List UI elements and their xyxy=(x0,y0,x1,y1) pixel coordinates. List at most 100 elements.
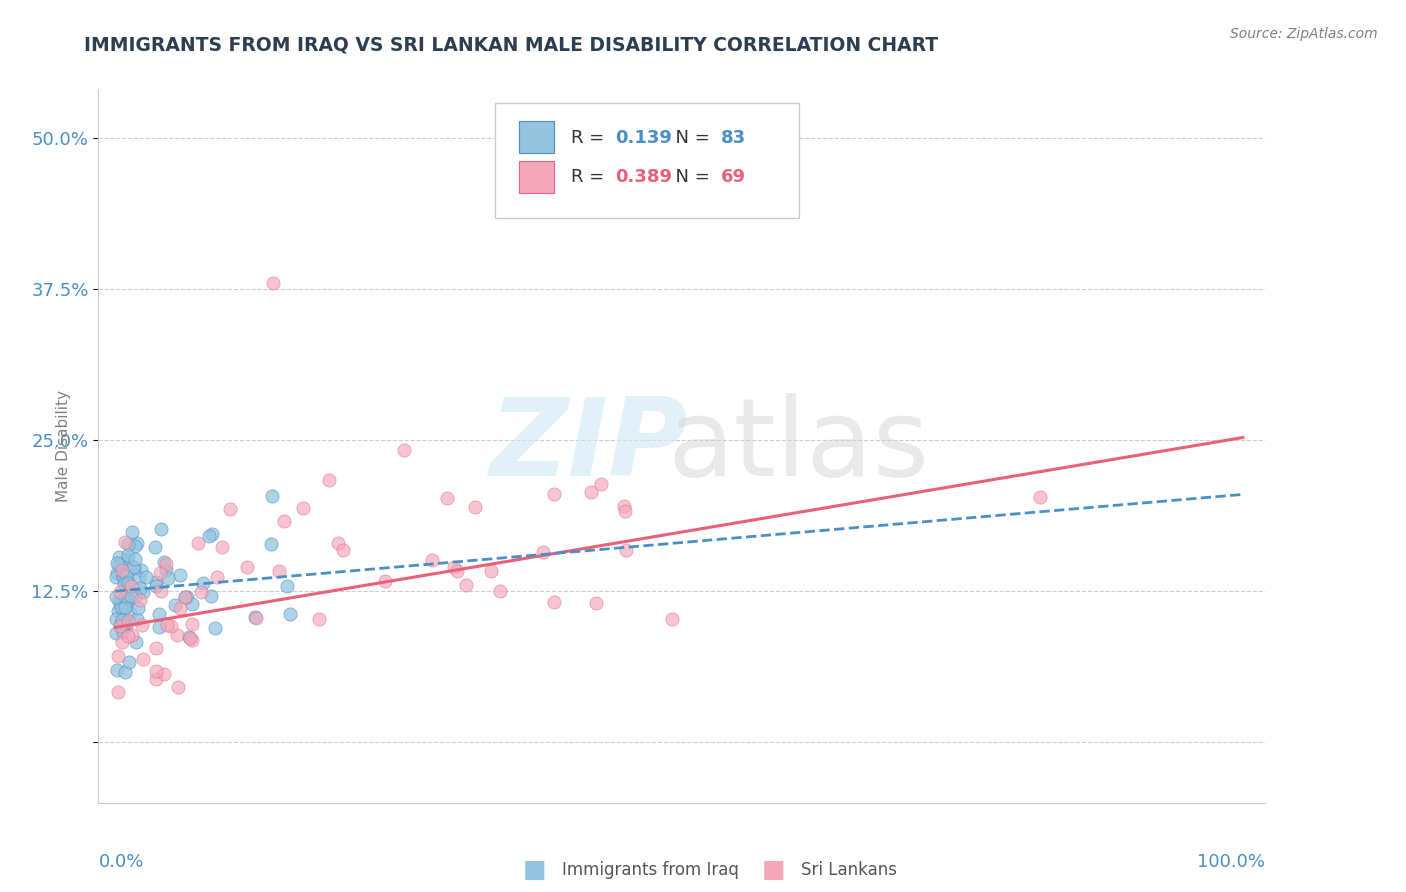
Text: 0.0%: 0.0% xyxy=(98,853,143,871)
Point xyxy=(149,584,172,599)
Point xyxy=(661,612,683,626)
Point xyxy=(145,672,167,686)
Point xyxy=(115,574,138,589)
Point xyxy=(204,621,226,635)
Point xyxy=(156,617,179,632)
Point xyxy=(124,539,146,553)
Point xyxy=(446,564,468,578)
Point xyxy=(105,566,128,580)
Point xyxy=(488,584,510,599)
Point xyxy=(114,665,136,679)
Text: IMMIGRANTS FROM IRAQ VS SRI LANKAN MALE DISABILITY CORRELATION CHART: IMMIGRANTS FROM IRAQ VS SRI LANKAN MALE … xyxy=(84,36,938,54)
Point xyxy=(132,651,155,665)
Point xyxy=(166,627,188,641)
Point xyxy=(148,619,170,633)
Point xyxy=(112,569,135,583)
Point xyxy=(108,594,131,608)
Text: ■: ■ xyxy=(762,858,785,881)
Point xyxy=(155,557,177,571)
Point xyxy=(374,574,396,588)
Point xyxy=(127,600,149,615)
Text: N =: N = xyxy=(665,128,716,146)
Text: R =: R = xyxy=(571,128,610,146)
Point xyxy=(110,600,132,615)
Point xyxy=(179,631,201,645)
Point xyxy=(464,500,486,514)
Point xyxy=(121,524,143,539)
Bar xyxy=(519,121,554,153)
Point xyxy=(105,626,128,640)
Point xyxy=(110,599,132,614)
Point xyxy=(129,593,152,607)
Text: Source: ZipAtlas.com: Source: ZipAtlas.com xyxy=(1230,27,1378,41)
Text: Immigrants from Iraq: Immigrants from Iraq xyxy=(562,861,740,879)
Point xyxy=(129,581,152,595)
Point xyxy=(180,632,202,647)
Point xyxy=(108,617,131,632)
Point xyxy=(201,526,224,541)
Point xyxy=(105,663,128,677)
Text: N =: N = xyxy=(665,168,716,186)
Point xyxy=(318,474,340,488)
Point xyxy=(132,585,155,599)
Point xyxy=(479,564,502,578)
Point xyxy=(145,574,167,589)
Point xyxy=(108,550,131,565)
Point xyxy=(173,590,195,604)
Point xyxy=(105,556,128,570)
Point xyxy=(120,558,142,573)
Point xyxy=(456,578,478,592)
Point xyxy=(115,564,138,578)
Point xyxy=(278,607,301,621)
Point xyxy=(115,597,138,611)
Point xyxy=(181,616,204,631)
Point xyxy=(262,276,284,290)
Point xyxy=(125,536,148,550)
Point xyxy=(276,579,298,593)
Point xyxy=(153,555,176,569)
Point xyxy=(124,552,146,566)
Point xyxy=(145,579,167,593)
Point xyxy=(128,571,150,585)
Point xyxy=(107,604,129,618)
Point xyxy=(112,615,135,630)
Point xyxy=(176,590,198,604)
Point xyxy=(114,599,136,613)
Text: Male Disability: Male Disability xyxy=(56,390,70,502)
Point xyxy=(111,624,134,639)
Point xyxy=(533,545,555,559)
Point xyxy=(245,611,267,625)
Point xyxy=(122,559,145,574)
Point xyxy=(131,618,153,632)
Point xyxy=(197,529,219,543)
Point xyxy=(117,629,139,643)
Point xyxy=(177,630,200,644)
Point xyxy=(111,599,134,614)
Point xyxy=(308,612,330,626)
Text: atlas: atlas xyxy=(668,393,929,499)
Text: ZIP: ZIP xyxy=(489,393,688,499)
Point xyxy=(193,576,215,591)
Point xyxy=(121,628,143,642)
Point xyxy=(181,597,204,611)
Point xyxy=(219,502,242,516)
Point xyxy=(436,491,458,505)
Point xyxy=(112,606,135,620)
Point xyxy=(392,442,415,457)
Point xyxy=(443,560,465,574)
Point xyxy=(111,634,134,648)
Point xyxy=(267,564,290,578)
Point xyxy=(273,514,295,528)
Point xyxy=(108,618,131,632)
Point xyxy=(112,576,135,591)
Point xyxy=(129,563,152,577)
Point xyxy=(145,641,167,656)
Point xyxy=(110,613,132,627)
Point xyxy=(149,522,172,536)
Point xyxy=(112,620,135,634)
Point xyxy=(1029,490,1052,504)
Point xyxy=(149,566,172,580)
Text: 0.389: 0.389 xyxy=(616,168,672,186)
Text: 83: 83 xyxy=(720,128,745,146)
Text: ■: ■ xyxy=(523,858,546,881)
